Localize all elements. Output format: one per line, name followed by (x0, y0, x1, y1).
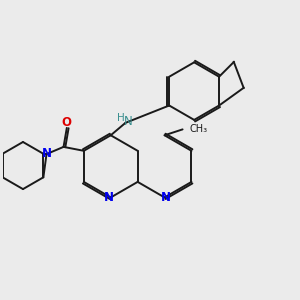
Text: O: O (62, 116, 72, 129)
Text: N: N (161, 191, 171, 204)
Text: N: N (104, 191, 114, 204)
Text: CH₃: CH₃ (190, 124, 208, 134)
Text: N: N (124, 115, 133, 128)
Text: H: H (117, 113, 124, 123)
Text: N: N (42, 147, 52, 160)
